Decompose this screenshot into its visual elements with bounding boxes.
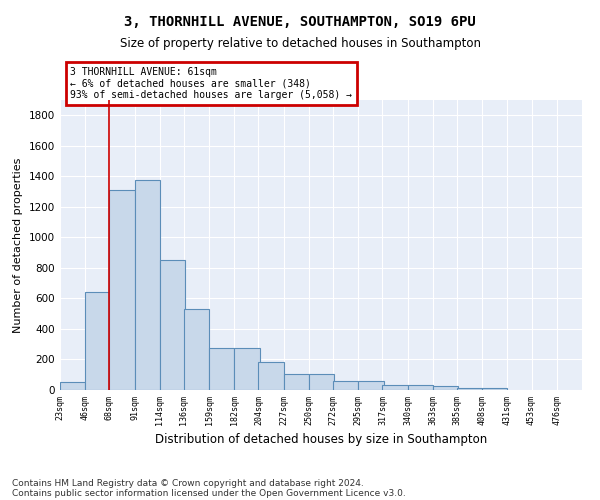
Y-axis label: Number of detached properties: Number of detached properties: [13, 158, 23, 332]
Bar: [482, 388, 508, 390]
Text: 3 THORNHILL AVENUE: 61sqm
← 6% of detached houses are smaller (348)
93% of semi-: 3 THORNHILL AVENUE: 61sqm ← 6% of detach…: [70, 67, 352, 100]
Bar: [235, 348, 260, 390]
Bar: [382, 384, 407, 390]
Text: Contains public sector information licensed under the Open Government Licence v3: Contains public sector information licen…: [12, 488, 406, 498]
Bar: [284, 374, 309, 390]
Bar: [309, 374, 334, 390]
Bar: [85, 292, 110, 390]
Bar: [407, 384, 433, 390]
Bar: [109, 190, 134, 390]
Text: Contains HM Land Registry data © Crown copyright and database right 2024.: Contains HM Land Registry data © Crown c…: [12, 478, 364, 488]
Bar: [358, 381, 383, 390]
Bar: [259, 362, 284, 390]
Text: Size of property relative to detached houses in Southampton: Size of property relative to detached ho…: [119, 38, 481, 51]
Bar: [184, 309, 209, 390]
Text: 3, THORNHILL AVENUE, SOUTHAMPTON, SO19 6PU: 3, THORNHILL AVENUE, SOUTHAMPTON, SO19 6…: [124, 15, 476, 29]
Bar: [134, 180, 160, 390]
Bar: [457, 388, 482, 390]
Bar: [60, 382, 85, 390]
Bar: [160, 260, 185, 390]
Bar: [209, 348, 235, 390]
X-axis label: Distribution of detached houses by size in Southampton: Distribution of detached houses by size …: [155, 433, 487, 446]
Bar: [433, 386, 458, 390]
Bar: [333, 381, 358, 390]
